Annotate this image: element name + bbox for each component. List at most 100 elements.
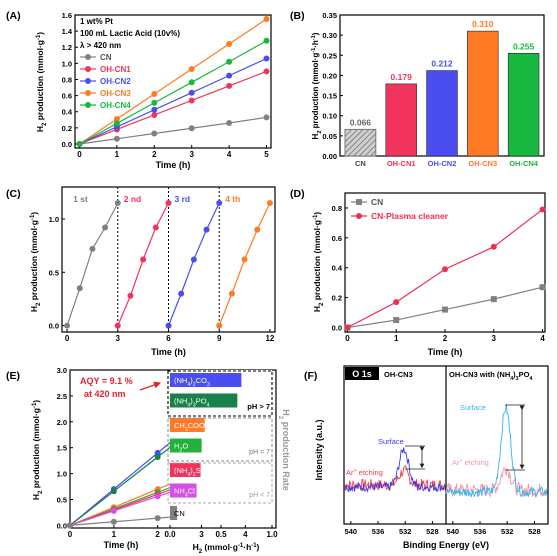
- panel-a-y-tick-label: 1.4: [62, 27, 73, 36]
- panel-a-y-tick-label: 0.4: [62, 108, 73, 117]
- bar-value-label: 0.310: [472, 19, 494, 29]
- panel-a-ylabel: H2 production (mmol·g-1): [35, 32, 48, 132]
- aqy-annotation: at 420 nm: [84, 389, 126, 399]
- panel-a-annotation: λ > 420 nm: [80, 41, 121, 50]
- panel-a-series-cn-point: [263, 114, 270, 121]
- panel-a-series-oh-cn4-point: [226, 58, 233, 65]
- panel-a-series-oh-cn1-point: [188, 97, 195, 104]
- panel-c-cycle-3-point: [203, 226, 210, 233]
- panel-e-series-6-point: [67, 522, 73, 529]
- panel-c-cycle-3-point: [190, 256, 197, 263]
- panel-d-label: (D): [290, 188, 305, 200]
- panel-f-xlabel: Binding Energy (eV): [403, 540, 489, 550]
- group-box-neutral: [167, 417, 273, 462]
- group-label: pH > 7: [247, 402, 270, 411]
- inset-xlabel: H2 (mmol·g-1·h-1): [193, 542, 260, 555]
- panel-a-series-oh-cn3-line: [79, 18, 267, 145]
- panel-a-series-oh-cn4-line: [79, 40, 267, 145]
- panel-f-x-tick-label: 540: [345, 527, 358, 536]
- inset-x-tick-label: 0.5: [215, 530, 227, 539]
- panel-a-annotation: 1 wt% Pt: [80, 17, 113, 26]
- panel-c-ylabel: H2 production (mmol·g-1): [29, 212, 42, 312]
- panel-f-x-tick-label: 536: [474, 527, 487, 536]
- panel-c-cycle-1-point: [89, 245, 96, 252]
- panel-e-series-6-point: [154, 515, 161, 522]
- panel-d-series-cn-point: [490, 296, 497, 303]
- panel-f-x-tick-label: 532: [399, 527, 412, 536]
- panel-a-y-tick-label: 0.6: [62, 92, 72, 101]
- panel-e-x-tick-label: 4: [243, 530, 248, 539]
- bar-oh-cn2: [426, 70, 458, 157]
- panel-a-x-tick-label: 1: [115, 150, 120, 159]
- legend-item: CN: [371, 197, 383, 207]
- legend-item: OH-CN1: [100, 65, 131, 74]
- panel-d-x-tick-label: 0: [345, 334, 350, 343]
- panel-d-y-tick-label: 0.8: [332, 204, 342, 213]
- panel-d-x-tick-label: 1: [394, 334, 399, 343]
- inset-bar-label: CN: [174, 509, 185, 518]
- panel-a-y-tick-label: 1.2: [62, 43, 72, 52]
- panel-f-x-tick-label: 528: [528, 527, 541, 536]
- panel-a-x-tick-label: 0: [77, 150, 82, 159]
- legend-marker: [85, 54, 91, 60]
- panel-a-series-cn-point: [188, 125, 195, 132]
- panel-c-x-tick-label: 12: [265, 334, 274, 343]
- panel-a-series-oh-cn4-point: [76, 140, 83, 147]
- panel-e-series-1-point: [110, 488, 117, 495]
- panel-e-label: (E): [6, 370, 20, 382]
- inset-bar: [170, 483, 197, 498]
- inset-bar: [170, 438, 202, 453]
- panel-c-cycle-2-line: [117, 202, 170, 326]
- bar-category-label: OH-CN4: [509, 159, 539, 168]
- panel-f-x-tick-label: 536: [372, 527, 385, 536]
- panel-a-series-oh-cn2-line: [79, 57, 267, 145]
- inset-side-label: H2 production Rate: [278, 409, 292, 491]
- panel-c-cycle-1-line: [66, 202, 119, 326]
- legend-item: CN: [100, 53, 112, 62]
- panel-c-cycle-1-point: [114, 199, 121, 206]
- panel-f-label: (F): [304, 370, 317, 382]
- panel-c-cycle-4-point: [266, 199, 273, 206]
- bar-category-label: OH-CN2: [428, 159, 457, 168]
- inset-bar: [170, 418, 205, 432]
- xps-phosphate-etching: [445, 466, 548, 498]
- legend-marker: [85, 102, 91, 108]
- inset-x-tick-label: 0.0: [164, 530, 176, 539]
- panel-e-x-tick-label: 2: [155, 530, 160, 539]
- inset-bar-label: (NH4)3PO4: [174, 397, 210, 409]
- subpanel-label: OH-CN3 with (NH4)3PO4: [449, 370, 532, 382]
- series-label: Ar+ etching: [452, 458, 489, 467]
- series-label: Ar+ etching: [346, 468, 383, 477]
- panel-f-title: O 1s: [352, 369, 372, 379]
- panel-a-series-oh-cn4-point: [151, 99, 158, 106]
- panel-c-cycle-3-point: [165, 322, 172, 329]
- group-box-basic: [167, 370, 273, 417]
- panel-e-xlabel: Time (h): [104, 540, 139, 550]
- panel-d-series-plasma-point: [539, 206, 546, 213]
- panel-c-cycle-1-point: [76, 285, 83, 292]
- panel-c-label: (C): [6, 188, 21, 200]
- panel-b-ylabel: H2 production (mmol·g-1·h-1): [311, 32, 323, 139]
- panel-d-xlabel: Time (h): [428, 347, 463, 357]
- inset-x-tick-label: 1.0: [266, 530, 278, 539]
- panel-a-x-tick-label: 5: [264, 150, 269, 159]
- title-badge: [345, 367, 379, 380]
- panel-a-xlabel: Time (h): [156, 160, 191, 170]
- panel-c-cycle-3-point: [216, 199, 223, 206]
- group-box-acidic: [167, 462, 273, 504]
- panel-c-cycle-4-line: [218, 202, 271, 326]
- panel-c-cycle-3-point: [178, 290, 185, 297]
- inset-bar-label: H2O: [174, 442, 188, 454]
- panel-a-series-oh-cn1-point: [151, 111, 158, 118]
- panel-c-cycle-1-point: [102, 224, 109, 231]
- panel-a-series-cn-line: [79, 116, 267, 145]
- panel-e-y-tick-label: 1.5: [57, 444, 67, 453]
- panel-b-y-tick-label: 0.35: [322, 11, 337, 20]
- panel-a-series-oh-cn3-point: [151, 90, 158, 97]
- bar-oh-cn1: [385, 83, 417, 157]
- legend-item: OH-CN4: [100, 101, 131, 110]
- panel-e-y-tick-label: 2.0: [57, 418, 67, 427]
- bar-value-label: 0.179: [391, 72, 413, 82]
- legend-marker: [356, 199, 362, 205]
- panel-e-series-5-point: [154, 493, 161, 500]
